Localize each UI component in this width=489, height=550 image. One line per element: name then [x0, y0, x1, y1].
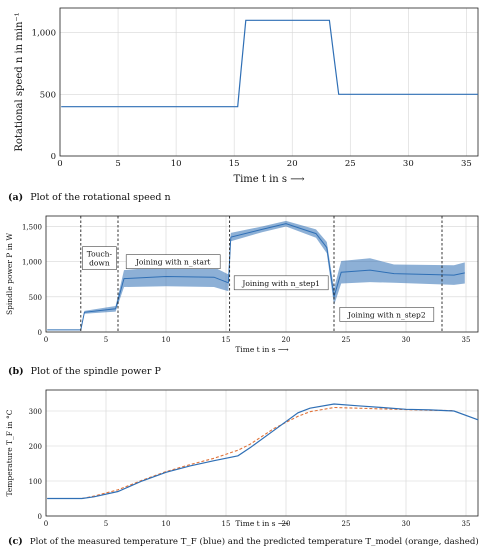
x-tick-label: 15	[222, 520, 231, 528]
chart-c-caption-prefix: (c)	[8, 536, 23, 547]
chart-b-annotations: Touch-down Joining with n_start Joining wi…	[82, 246, 435, 322]
chart-b-caption-text: Plot of the spindle power P	[31, 366, 162, 377]
chart-spindle-power: 0 5 10 15 20 25 30 35 0 500 1,000 1,500 Touch-down…	[5, 215, 479, 377]
chart-b-power-line	[47, 223, 465, 331]
x-tick-label: 5	[104, 336, 108, 344]
y-tick-label: 100	[29, 478, 42, 486]
y-tick-label: 0	[38, 513, 42, 521]
chart-b-y-ticks: 0 500 1,000 1,500	[22, 224, 42, 337]
x-tick-label: 20	[282, 336, 291, 344]
chart-c-y-label: Temperature T_F in °C	[5, 409, 14, 496]
chart-a-speed-line	[61, 19, 478, 108]
annotation-box	[125, 254, 221, 269]
annotation-text: Joining with n_step1	[241, 279, 320, 288]
x-tick-label: 30	[402, 520, 411, 528]
chart-a-y-label: Rotational speed n in min⁻¹	[14, 12, 25, 151]
x-tick-label: 10	[171, 159, 182, 169]
x-tick-label: 0	[44, 520, 48, 528]
x-tick-label: 20	[287, 159, 298, 169]
annotation-box	[339, 307, 435, 322]
x-tick-label: 35	[462, 520, 471, 528]
y-tick-label: 1,500	[22, 224, 42, 232]
y-tick-label: 0	[38, 329, 42, 337]
phase-annotation: Joining with n_start	[125, 254, 221, 269]
chart-b-frame	[45, 215, 479, 333]
annotation-text: Touch-	[87, 250, 113, 259]
y-tick-label: 0	[51, 152, 56, 162]
chart-rotational-speed: 0 5 10 15 20 25 30 35 0 500 1,000 Time t in s ⟶ R…	[8, 7, 479, 203]
annotation-text: Joining with n_step2	[347, 310, 426, 319]
annotation-box	[233, 275, 329, 291]
x-tick-label: 5	[115, 159, 120, 169]
chart-b-caption: (b) Plot of the spindle power P	[8, 366, 161, 377]
x-tick-label: 0	[57, 159, 62, 169]
y-tick-label: 500	[40, 90, 56, 100]
chart-c-measured-line	[47, 403, 479, 500]
chart-a-caption-prefix: (a)	[8, 192, 23, 203]
chart-b-y-label: Spindle power P in W	[5, 233, 14, 315]
chart-a-x-label: Time t in s ⟶	[233, 174, 304, 185]
chart-a-caption-text: Plot of the rotational speed n	[30, 192, 170, 203]
annotation-box	[82, 246, 117, 270]
x-tick-label: 0	[44, 336, 48, 344]
phase-annotation: Touch-down	[82, 246, 117, 270]
chart-c-x-ticks: 0 5 10 15 20 25 30 35	[44, 520, 471, 528]
x-tick-label: 30	[402, 336, 411, 344]
chart-a-x-ticks: 0 5 10 15 20 25 30 35	[57, 159, 472, 169]
chart-b-caption-prefix: (b)	[8, 366, 24, 377]
annotation-text: Joining with n_start	[135, 258, 211, 267]
phase-annotation: Joining with n_step1	[233, 275, 329, 291]
x-tick-label: 5	[104, 520, 108, 528]
x-tick-label: 10	[162, 520, 171, 528]
y-tick-label: 200	[29, 443, 42, 451]
y-tick-label: 300	[29, 408, 42, 416]
chart-a-y-ticks: 0 500 1,000	[32, 29, 56, 162]
x-tick-label: 35	[462, 336, 471, 344]
x-tick-label: 15	[222, 336, 231, 344]
x-tick-label: 35	[461, 159, 472, 169]
y-tick-label: 500	[29, 294, 42, 302]
x-tick-label: 25	[342, 336, 351, 344]
chart-b-phase-lines	[80, 216, 443, 332]
chart-c-y-ticks: 0 100 200 300	[29, 408, 42, 521]
annotation-text: down	[89, 259, 110, 268]
chart-c-caption: (c) Plot of the measured temperature T_F…	[8, 536, 479, 547]
chart-a-frame	[59, 7, 479, 157]
chart-a-caption: (a) Plot of the rotational speed n	[8, 192, 171, 203]
x-tick-label: 10	[162, 336, 171, 344]
chart-c-frame	[45, 389, 479, 517]
x-tick-label: 25	[342, 520, 351, 528]
chart-c-predicted-line	[47, 406, 455, 500]
chart-b-x-ticks: 0 5 10 15 20 25 30 35	[44, 336, 471, 344]
chart-b-power-band	[47, 220, 465, 330]
chart-a-grid	[59, 8, 478, 157]
chart-b-x-label: Time t in s ⟶	[235, 345, 289, 354]
phase-annotation: Joining with n_step2	[339, 307, 435, 322]
x-tick-label: 20	[282, 520, 291, 528]
chart-c-caption-text: Plot of the measured temperature T_F (bl…	[30, 536, 479, 547]
chart-c-grid	[45, 390, 478, 517]
x-tick-label: 25	[345, 159, 356, 169]
y-tick-label: 1,000	[22, 259, 42, 267]
chart-c-x-label: Time t in s ⟶	[235, 519, 289, 528]
x-tick-label: 15	[229, 159, 240, 169]
y-tick-label: 1,000	[32, 29, 56, 39]
x-tick-label: 30	[403, 159, 414, 169]
